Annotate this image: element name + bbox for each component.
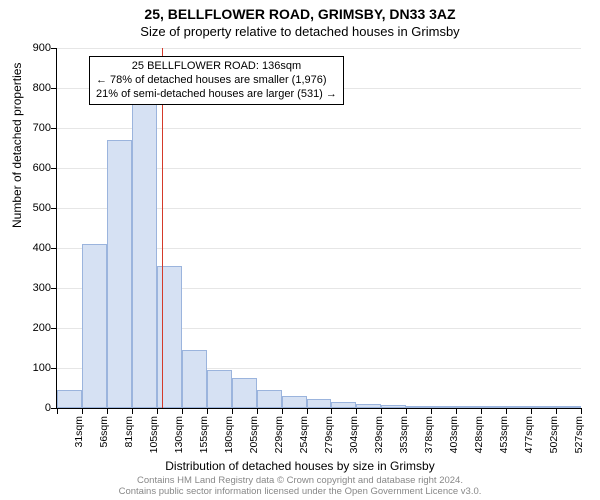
ytick [51, 128, 57, 129]
footer: Contains HM Land Registry data © Crown c… [0, 476, 600, 498]
ytick-label: 200 [33, 322, 51, 334]
xtick-label: 229sqm [273, 416, 285, 453]
bar [406, 406, 431, 408]
bar [506, 406, 531, 408]
bar [431, 406, 456, 408]
xtick [82, 408, 83, 414]
xtick [431, 408, 432, 414]
ytick-label: 300 [33, 282, 51, 294]
xtick [556, 408, 557, 414]
xtick [356, 408, 357, 414]
xtick-label: 353sqm [398, 416, 410, 453]
xtick-label: 130sqm [173, 416, 185, 453]
xtick [57, 408, 58, 414]
bar [356, 404, 381, 408]
xtick [132, 408, 133, 414]
xtick-label: 428sqm [473, 416, 485, 453]
ytick [51, 88, 57, 89]
xtick-label: 527sqm [573, 416, 585, 453]
xtick [157, 408, 158, 414]
xaxis-label: Distribution of detached houses by size … [0, 459, 600, 473]
bar [207, 370, 232, 408]
ytick-label: 400 [33, 242, 51, 254]
bar [481, 406, 506, 408]
ytick [51, 168, 57, 169]
ytick [51, 248, 57, 249]
bar [257, 390, 282, 408]
ytick-label: 600 [33, 162, 51, 174]
xtick [331, 408, 332, 414]
xtick [531, 408, 532, 414]
bar [331, 402, 356, 408]
xtick [456, 408, 457, 414]
xtick-label: 81sqm [123, 416, 135, 448]
bar [307, 399, 332, 408]
ytick-label: 900 [33, 42, 51, 54]
ytick-label: 0 [45, 402, 51, 414]
xtick-label: 279sqm [323, 416, 335, 453]
xtick [381, 408, 382, 414]
xtick-label: 329sqm [373, 416, 385, 453]
annotation-line: 21% of semi-detached houses are larger (… [96, 88, 337, 102]
xtick-label: 254sqm [298, 416, 310, 453]
ytick-label: 800 [33, 82, 51, 94]
xtick [307, 408, 308, 414]
bar [182, 350, 207, 408]
annotation-line: ← 78% of detached houses are smaller (1,… [96, 74, 337, 88]
footer-line-1: Contains HM Land Registry data © Crown c… [137, 475, 463, 486]
plot: 010020030040050060070080090031sqm56sqm81… [56, 48, 581, 409]
xtick [406, 408, 407, 414]
bar [132, 88, 157, 408]
ytick [51, 288, 57, 289]
title-sub: Size of property relative to detached ho… [0, 24, 600, 39]
xtick-label: 155sqm [198, 416, 210, 453]
annotation-box: 25 BELLFLOWER ROAD: 136sqm← 78% of detac… [89, 56, 344, 105]
xtick-label: 403sqm [448, 416, 460, 453]
xtick-label: 205sqm [248, 416, 260, 453]
xtick-label: 105sqm [148, 416, 160, 453]
xtick-label: 31sqm [73, 416, 85, 448]
ytick-label: 500 [33, 202, 51, 214]
xtick-label: 56sqm [98, 416, 110, 448]
bar [57, 390, 82, 408]
xtick [107, 408, 108, 414]
annotation-title: 25 BELLFLOWER ROAD: 136sqm [96, 60, 337, 74]
footer-line-2: Contains public sector information licen… [119, 486, 482, 497]
title-main: 25, BELLFLOWER ROAD, GRIMSBY, DN33 3AZ [0, 0, 600, 22]
plot-area: 010020030040050060070080090031sqm56sqm81… [56, 48, 580, 408]
ytick [51, 48, 57, 49]
xtick [581, 408, 582, 414]
ytick [51, 328, 57, 329]
xtick [207, 408, 208, 414]
bar [107, 140, 132, 408]
bar [531, 406, 556, 408]
ytick [51, 208, 57, 209]
xtick [232, 408, 233, 414]
bar [556, 406, 581, 408]
xtick-label: 180sqm [223, 416, 235, 453]
xtick [182, 408, 183, 414]
chart-container: 25, BELLFLOWER ROAD, GRIMSBY, DN33 3AZ S… [0, 0, 600, 500]
yaxis-label: Number of detached properties [10, 63, 24, 228]
bar [157, 266, 182, 408]
bar [456, 406, 481, 408]
xtick-label: 502sqm [548, 416, 560, 453]
bar [82, 244, 107, 408]
ytick-label: 100 [33, 362, 51, 374]
xtick-label: 304sqm [348, 416, 360, 453]
bar [381, 405, 406, 408]
xtick-label: 477sqm [523, 416, 535, 453]
bar [232, 378, 257, 408]
xtick [506, 408, 507, 414]
bar [282, 396, 307, 408]
xtick [481, 408, 482, 414]
ytick-label: 700 [33, 122, 51, 134]
ytick [51, 368, 57, 369]
xtick [257, 408, 258, 414]
xtick-label: 378sqm [423, 416, 435, 453]
xtick [282, 408, 283, 414]
gridline [57, 48, 581, 49]
xtick-label: 453sqm [498, 416, 510, 453]
